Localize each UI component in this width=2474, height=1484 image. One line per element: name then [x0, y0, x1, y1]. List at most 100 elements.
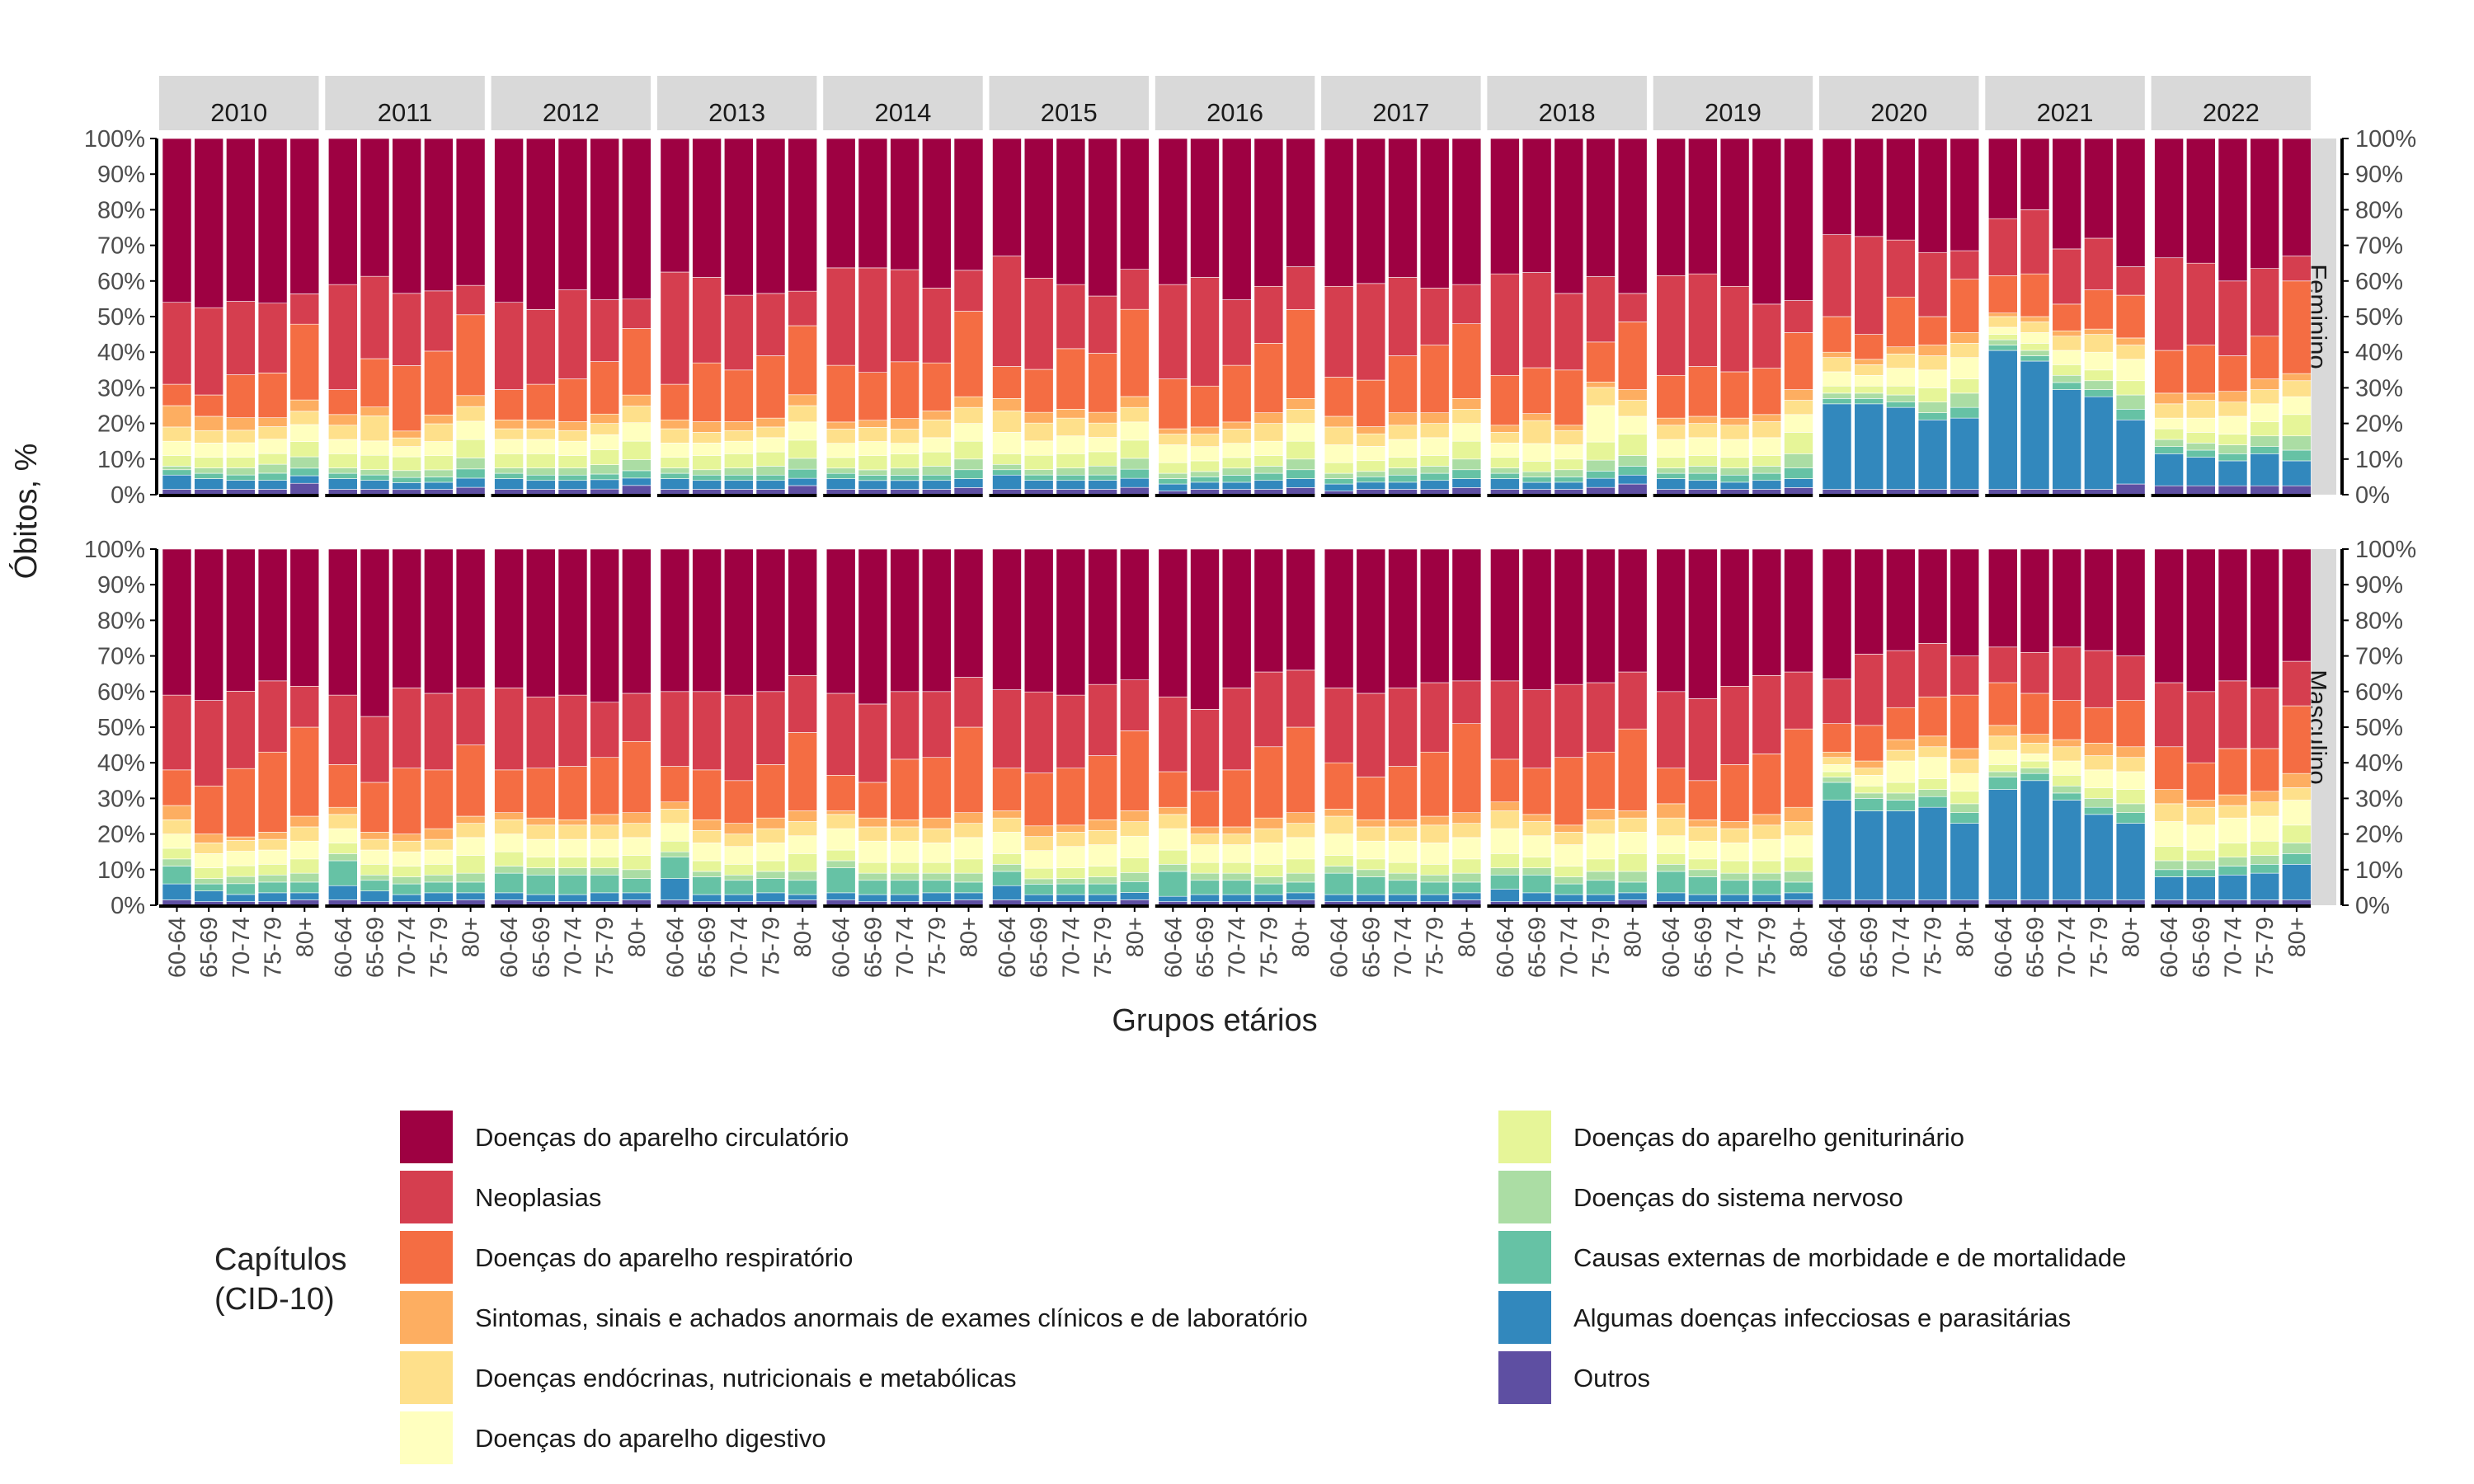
bar-segment	[392, 456, 422, 472]
bar-segment	[360, 440, 390, 456]
bar-segment	[1752, 466, 1782, 474]
bar-segment	[922, 411, 952, 420]
bar-segment	[525, 428, 556, 440]
bar-segment	[1719, 417, 1750, 426]
bar-segment	[692, 876, 722, 895]
bar-segment	[1522, 413, 1552, 421]
bar-segment	[1554, 425, 1584, 431]
bar-segment	[723, 467, 754, 476]
bar-segment	[590, 479, 620, 490]
bar-segment	[2282, 824, 2312, 843]
bar-segment	[424, 350, 454, 416]
bar-segment	[922, 880, 952, 894]
bar-segment	[2154, 439, 2184, 447]
bar-segment	[2084, 743, 2114, 756]
bar-segment	[257, 463, 288, 474]
bar-segment	[788, 485, 818, 495]
bar-segment	[1617, 853, 1648, 872]
bar-segment	[1522, 821, 1552, 837]
bar-segment	[1356, 433, 1386, 447]
bar-segment	[455, 395, 486, 407]
facet-strip-label: 2014	[874, 98, 931, 127]
bar-segment	[1917, 251, 1948, 317]
x-tick-label: 80+	[790, 917, 816, 957]
bar-segment	[2250, 840, 2279, 856]
x-tick-label: 60-64	[662, 917, 689, 978]
bar-segment	[2250, 389, 2279, 405]
x-tick-label: 70-74	[1390, 917, 1417, 978]
bar-segment	[1822, 679, 1852, 724]
bar-segment	[1088, 844, 1117, 866]
bar-segment	[858, 817, 888, 828]
bar-segment	[1158, 771, 1188, 808]
bar-segment	[1419, 138, 1450, 289]
bar-segment	[1586, 477, 1616, 488]
bar-segment	[494, 419, 524, 430]
bar-segment	[953, 858, 984, 874]
bar-segment	[1554, 824, 1584, 833]
bar-segment	[1688, 869, 1718, 877]
bar-segment	[1286, 469, 1315, 479]
bar-segment	[858, 267, 888, 373]
bar-segment	[327, 439, 358, 454]
bar-segment	[890, 872, 920, 881]
y-tick-label: 60%	[2355, 269, 2403, 295]
bar-segment	[890, 819, 920, 828]
bar-segment	[162, 440, 192, 456]
bar-segment	[1023, 548, 1054, 693]
bar-segment	[1752, 368, 1782, 416]
bar-segment	[1988, 334, 2018, 340]
bar-segment	[1451, 409, 1482, 424]
bar-segment	[1617, 416, 1648, 434]
bar-segment	[1023, 474, 1054, 481]
bar-segment	[692, 455, 722, 471]
bar-segment	[890, 467, 920, 476]
bar-segment	[788, 732, 818, 811]
bar-segment	[557, 480, 588, 490]
bar-segment	[226, 883, 256, 895]
bar-segment	[162, 848, 192, 860]
bar-segment	[622, 406, 651, 424]
bar-segment	[2186, 869, 2216, 877]
bar-segment	[525, 768, 556, 819]
bar-segment	[1286, 478, 1315, 488]
bar-segment	[992, 689, 1022, 768]
bar-segment	[1120, 892, 1150, 900]
bar-segment	[1451, 138, 1482, 285]
bar-segment	[1190, 826, 1220, 834]
bar-segment	[162, 302, 192, 385]
bar-segment	[1784, 300, 1813, 333]
bar-segment	[1656, 457, 1686, 468]
bar-segment	[788, 853, 818, 872]
bar-segment	[660, 467, 690, 474]
bar-segment	[1120, 406, 1150, 423]
bar-segment	[1088, 437, 1117, 453]
bar-segment	[1088, 138, 1117, 297]
bar-segment	[1056, 453, 1086, 468]
bar-segment	[162, 138, 192, 303]
bar-segment	[1120, 679, 1150, 731]
bar-segment	[1656, 864, 1686, 872]
x-tick-label: 70-74	[1058, 917, 1084, 978]
bar-segment	[2020, 316, 2050, 322]
bar-segment	[392, 894, 422, 902]
bar-segment	[1656, 892, 1686, 902]
bar-segment	[525, 824, 556, 840]
bar-segment	[1554, 883, 1584, 895]
bar-segment	[1023, 836, 1054, 852]
bar-segment	[825, 849, 856, 862]
bar-segment	[2250, 855, 2279, 865]
bar-segment	[1950, 357, 1980, 379]
bar-segment	[1419, 815, 1450, 826]
bar-segment	[1324, 285, 1354, 378]
bar-segment	[692, 691, 722, 771]
bar-segment	[1388, 872, 1418, 881]
bar-segment	[1688, 894, 1718, 902]
bar-segment	[1784, 821, 1813, 837]
x-tick-label: 70-74	[2054, 917, 2081, 978]
bar-segment	[1917, 757, 1948, 779]
bar-segment	[1286, 548, 1315, 671]
bar-segment	[289, 881, 320, 894]
bar-segment	[289, 815, 320, 828]
bar-segment	[2250, 421, 2279, 437]
